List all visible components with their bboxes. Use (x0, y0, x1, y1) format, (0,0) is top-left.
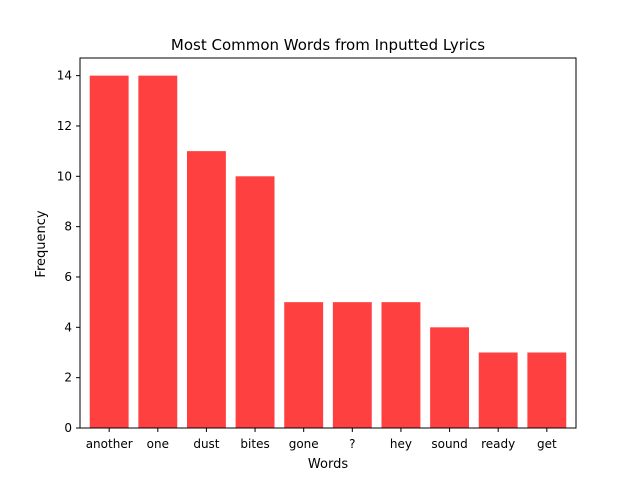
bar-2 (186, 151, 226, 428)
y-tick-label: 2 (64, 371, 72, 385)
bars-layer (89, 75, 567, 428)
y-axis-label: Frequency (34, 210, 49, 277)
x-tick-label: dust (193, 437, 219, 451)
y-tick-label: 8 (64, 220, 72, 234)
y-tick-label: 12 (57, 119, 72, 133)
bar-8 (478, 352, 518, 428)
y-axis-ticks: 0 2 4 6 8 10 12 14 (57, 69, 80, 435)
bar-6 (381, 302, 421, 428)
plot-frame (79, 57, 577, 429)
x-tick-label: one (147, 437, 169, 451)
chart-title: Most Common Words from Inputted Lyrics (171, 36, 485, 54)
x-tick-label: bites (240, 437, 269, 451)
x-tick-label: ready (481, 437, 515, 451)
y-tick-label: 0 (64, 421, 72, 435)
bar-4 (284, 302, 324, 428)
y-tick-label: 10 (57, 169, 72, 183)
x-tick-label: sound (431, 437, 467, 451)
y-tick-label: 4 (64, 320, 72, 334)
bar-7 (430, 327, 470, 428)
bar-0 (89, 75, 129, 428)
bar-9 (527, 352, 567, 428)
x-tick-label: another (86, 437, 133, 451)
y-tick-label: 14 (57, 69, 72, 83)
bar-1 (138, 75, 178, 428)
x-tick-label: hey (390, 437, 412, 451)
x-axis-label: Words (308, 457, 348, 472)
x-tick-label: get (537, 437, 557, 451)
x-axis-ticks: another one dust bites gone? hey sound ready get (86, 428, 557, 451)
bar-3 (235, 176, 275, 428)
bar-5 (332, 302, 372, 428)
y-tick-label: 6 (64, 270, 72, 284)
x-tick-label: ? (349, 437, 355, 451)
x-tick-label: gone (289, 437, 319, 451)
